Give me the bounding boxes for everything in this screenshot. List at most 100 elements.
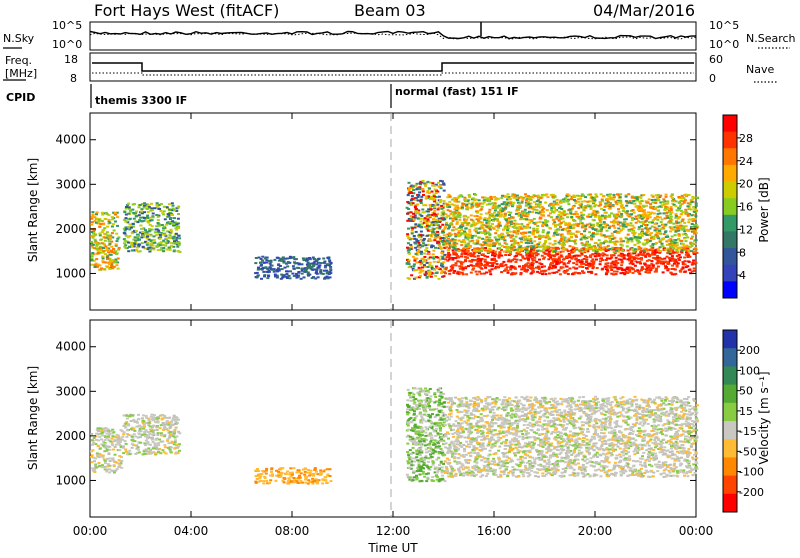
data-cell bbox=[565, 256, 569, 259]
data-cell bbox=[640, 217, 644, 220]
data-cell bbox=[108, 448, 112, 451]
data-cell bbox=[122, 452, 126, 455]
data-cell bbox=[410, 232, 414, 235]
data-cell bbox=[124, 207, 128, 210]
velocity-data bbox=[90, 386, 699, 485]
data-cell bbox=[611, 246, 615, 249]
data-cell bbox=[464, 200, 467, 203]
data-cell bbox=[445, 242, 449, 245]
data-cell bbox=[108, 457, 112, 460]
data-cell bbox=[328, 259, 332, 262]
data-cell bbox=[176, 217, 180, 220]
data-cell bbox=[553, 232, 557, 234]
data-cell bbox=[522, 217, 526, 220]
data-cell bbox=[677, 229, 681, 232]
data-cell bbox=[90, 461, 94, 464]
data-cell bbox=[581, 250, 585, 253]
data-cell bbox=[634, 215, 638, 218]
data-cell bbox=[621, 271, 625, 274]
data-cell bbox=[317, 265, 321, 268]
data-cell bbox=[453, 251, 457, 254]
data-cell bbox=[424, 195, 428, 198]
data-cell bbox=[419, 274, 422, 277]
data-cell bbox=[442, 183, 446, 186]
data-cell bbox=[477, 264, 481, 267]
data-cell bbox=[500, 271, 504, 274]
data-cell bbox=[670, 255, 674, 258]
data-cell bbox=[424, 244, 428, 247]
data-cell bbox=[128, 245, 131, 248]
data-cell bbox=[177, 445, 181, 448]
data-cell bbox=[654, 194, 658, 197]
data-cell bbox=[454, 235, 458, 238]
data-cell bbox=[101, 255, 105, 258]
data-cell bbox=[687, 268, 691, 271]
data-cell bbox=[501, 194, 504, 197]
data-cell bbox=[621, 254, 625, 257]
data-cell bbox=[175, 417, 179, 420]
data-cell bbox=[466, 243, 470, 246]
data-cell bbox=[434, 183, 438, 186]
data-cell bbox=[490, 258, 494, 261]
data-cell bbox=[509, 220, 513, 223]
data-cell bbox=[452, 214, 456, 217]
data-cell bbox=[433, 239, 437, 242]
data-cell bbox=[102, 250, 106, 253]
data-cell bbox=[642, 215, 646, 218]
data-cell bbox=[577, 215, 581, 218]
data-cell bbox=[542, 210, 545, 213]
data-cell bbox=[315, 269, 319, 272]
data-cell bbox=[666, 261, 670, 264]
data-cell bbox=[423, 264, 426, 267]
data-cell bbox=[613, 215, 616, 218]
data-cell bbox=[476, 232, 480, 234]
data-cell bbox=[632, 229, 635, 232]
data-cell bbox=[446, 196, 450, 199]
data-cell bbox=[650, 262, 654, 265]
data-cell bbox=[527, 203, 531, 206]
beam-title: Beam 03 bbox=[354, 1, 426, 20]
data-cell bbox=[105, 437, 109, 440]
data-cell bbox=[549, 216, 553, 219]
data-cell bbox=[443, 237, 446, 240]
data-cell bbox=[172, 417, 175, 420]
data-cell bbox=[101, 444, 105, 447]
data-cell bbox=[157, 229, 161, 232]
data-cell bbox=[460, 226, 463, 229]
data-cell bbox=[610, 212, 614, 215]
data-cell bbox=[134, 212, 138, 215]
data-cell bbox=[630, 213, 634, 216]
data-cell bbox=[538, 203, 542, 206]
data-cell bbox=[647, 211, 650, 214]
data-cell bbox=[598, 260, 602, 263]
data-cell bbox=[123, 232, 127, 235]
data-cell bbox=[684, 266, 688, 269]
data-cell bbox=[443, 227, 447, 230]
data-cell bbox=[527, 259, 531, 262]
data-cell bbox=[267, 260, 271, 262]
data-cell bbox=[316, 261, 320, 264]
data-cell bbox=[559, 215, 563, 218]
data-cell bbox=[438, 268, 442, 271]
data-cell bbox=[146, 233, 150, 235]
data-cell bbox=[635, 196, 639, 199]
data-cell bbox=[652, 212, 656, 215]
data-cell bbox=[279, 277, 283, 280]
data-cell bbox=[516, 248, 520, 251]
data-cell bbox=[613, 263, 616, 266]
data-cell bbox=[139, 224, 143, 227]
data-cell bbox=[464, 243, 468, 246]
data-cell bbox=[127, 424, 131, 427]
data-cell bbox=[147, 205, 151, 208]
data-cell bbox=[597, 248, 601, 251]
data-cell bbox=[676, 262, 680, 265]
data-cell bbox=[554, 209, 558, 212]
data-cell bbox=[633, 264, 637, 267]
data-cell bbox=[617, 199, 621, 202]
data-cell bbox=[178, 237, 182, 240]
data-cell bbox=[110, 250, 114, 253]
data-cell bbox=[489, 225, 493, 228]
data-cell bbox=[604, 223, 608, 226]
data-cell bbox=[485, 221, 489, 224]
